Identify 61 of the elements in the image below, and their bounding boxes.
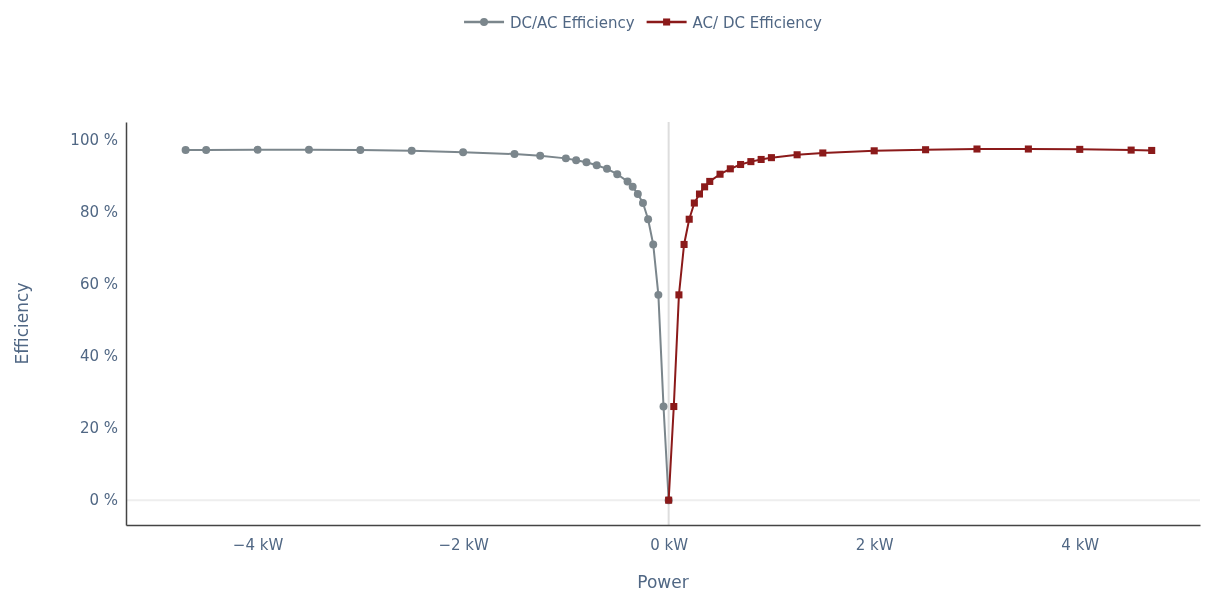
point: [716, 170, 724, 178]
x-tick-label: 4 kW: [1061, 535, 1100, 554]
point: [649, 240, 658, 249]
point: [654, 290, 663, 299]
legend-label: DC/AC Efficiency: [510, 14, 635, 32]
point: [356, 146, 365, 155]
point: [603, 164, 611, 173]
y-tick-label: 20 %: [79, 419, 118, 438]
y-tick-label: 40 %: [79, 347, 118, 366]
point: [701, 183, 709, 191]
point: [726, 165, 734, 173]
legend-label: AC/ DC Efficiency: [692, 14, 823, 32]
point: [767, 154, 775, 162]
point: [644, 215, 653, 224]
point: [592, 161, 601, 170]
point: [561, 154, 570, 163]
x-axis-title: Power: [637, 572, 689, 592]
point: [459, 148, 468, 157]
point: [695, 190, 704, 198]
point: [685, 215, 693, 223]
point: [1127, 146, 1135, 154]
x-tick-label: 0 kW: [650, 535, 689, 554]
point: [675, 291, 683, 299]
point: [633, 190, 642, 199]
point: [659, 402, 668, 411]
point: [1024, 145, 1032, 153]
point: [737, 160, 745, 169]
point: [793, 151, 801, 159]
point: [690, 199, 698, 207]
point: [922, 146, 930, 154]
x-tick-label: 2 kW: [855, 535, 894, 554]
point: [510, 150, 519, 159]
y-tick-label: 100 %: [70, 131, 118, 150]
point: [757, 155, 765, 163]
point: [670, 402, 678, 411]
point: [638, 199, 647, 208]
y-tick-label: 60 %: [79, 275, 118, 294]
x-tick-label: −4 kW: [232, 535, 284, 554]
point: [202, 146, 211, 155]
point: [680, 240, 688, 248]
point: [536, 151, 545, 160]
point: [1148, 146, 1156, 154]
point: [628, 182, 637, 191]
point: [304, 145, 313, 154]
y-tick-label: 0 %: [89, 491, 118, 510]
point: [973, 145, 981, 153]
y-axis-title: Efficiency: [12, 282, 32, 365]
point: [407, 146, 416, 155]
point: [747, 158, 755, 166]
point: [613, 170, 622, 179]
y-tick-label: 80 %: [79, 203, 118, 222]
point: [623, 177, 632, 186]
point: [572, 156, 581, 165]
point: [819, 149, 827, 157]
point: [181, 146, 190, 155]
x-tick-label: −2 kW: [438, 535, 489, 554]
point: [253, 145, 262, 154]
point: [706, 177, 714, 185]
point: [870, 147, 878, 155]
point: [582, 158, 591, 167]
point: [1076, 145, 1084, 153]
